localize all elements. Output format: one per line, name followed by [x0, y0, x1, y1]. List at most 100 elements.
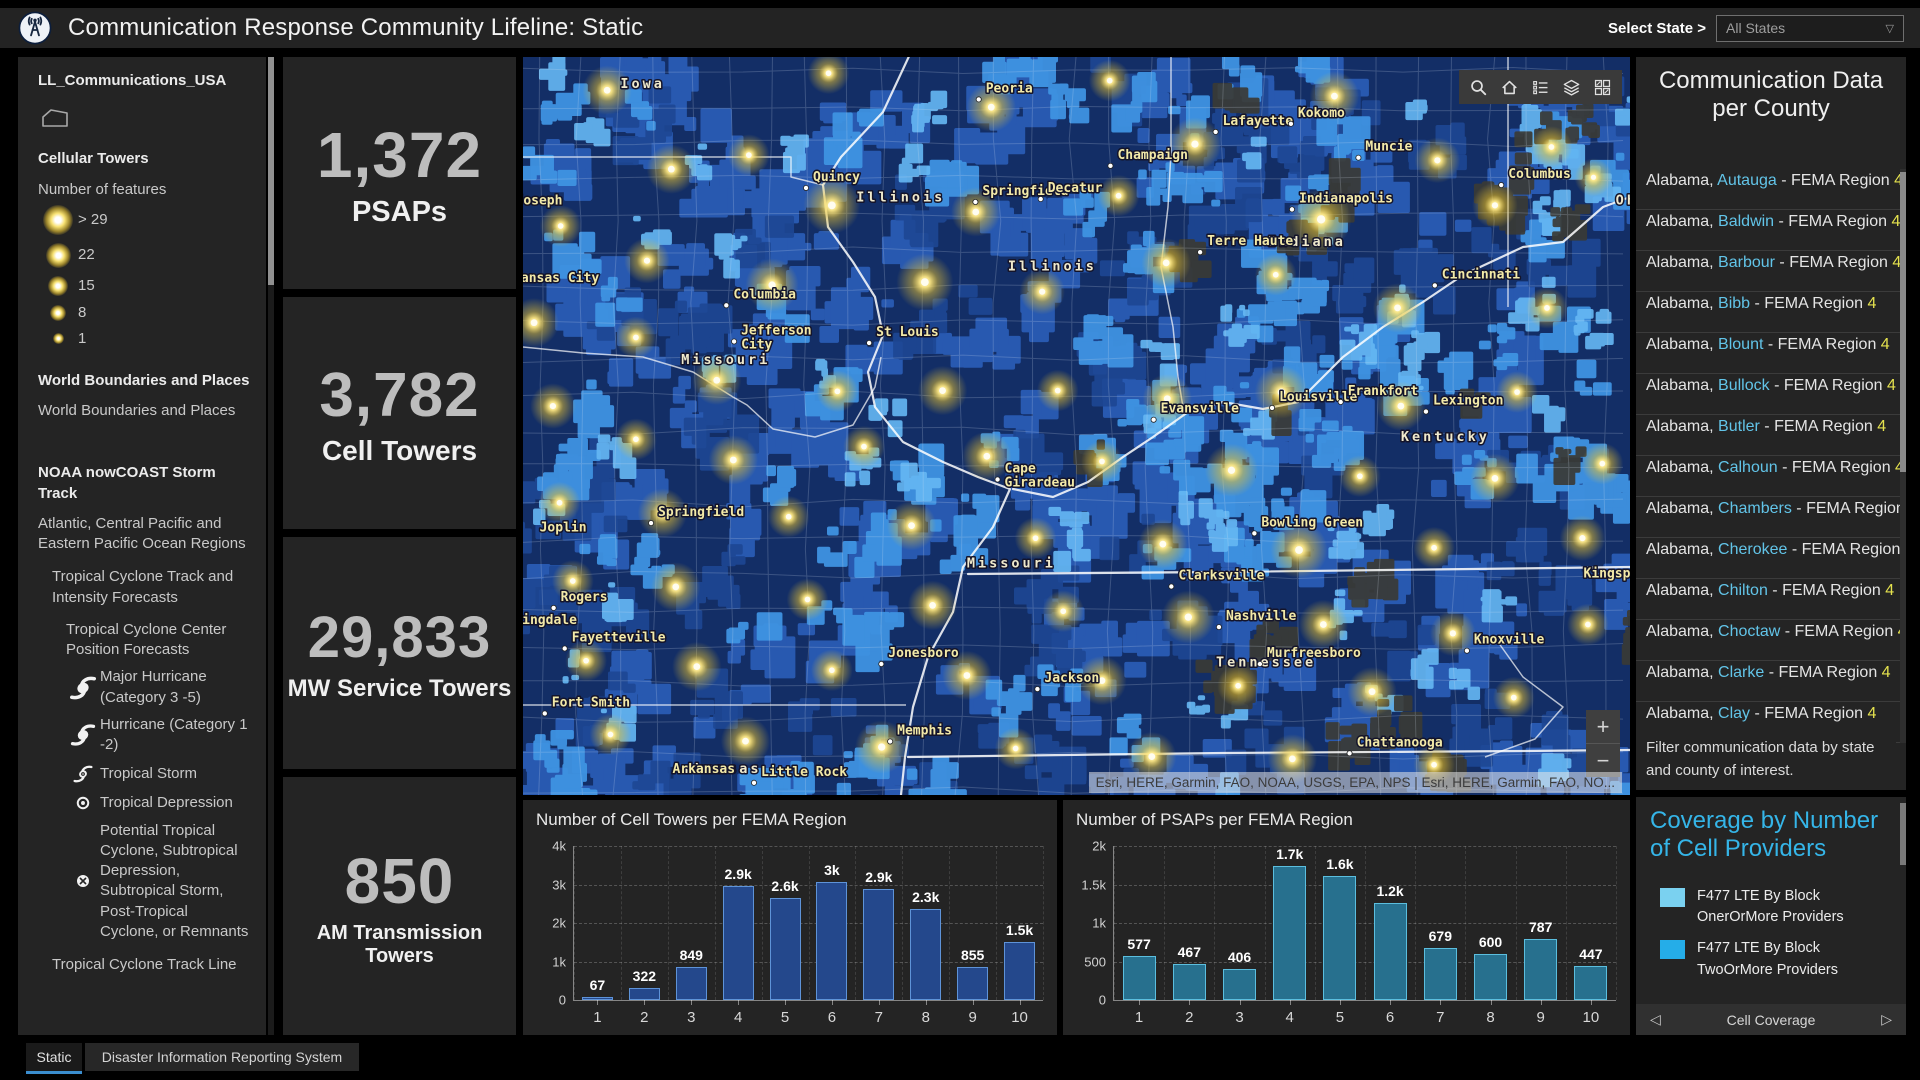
state-dropdown-value: All States	[1726, 20, 1786, 36]
legend-icon[interactable]	[1525, 72, 1556, 102]
city-dot-icon	[975, 96, 982, 103]
city-label: Memphis	[897, 723, 952, 738]
county-panel-title: Communication Data per County	[1658, 67, 1884, 123]
county-row[interactable]: Alabama, Butler - FEMA Region 4	[1636, 415, 1906, 456]
stat-label: MW Service Towers	[287, 674, 512, 702]
city-label: Columbia	[733, 287, 796, 302]
city-label: Bowling Green	[1261, 515, 1363, 530]
x-axis-tick	[785, 1000, 787, 1005]
x-axis-tick	[925, 1000, 927, 1005]
county-row[interactable]: Alabama, Calhoun - FEMA Region 4	[1636, 456, 1906, 497]
state-dropdown[interactable]: All States ▽	[1716, 14, 1904, 42]
y-axis-tick-label: 0	[558, 992, 566, 1008]
county-row[interactable]: Alabama, Autauga - FEMA Region 4	[1636, 169, 1906, 210]
x-axis-tick	[1239, 1000, 1241, 1005]
map-canvas[interactable]: Iowa Illinois Illinois Indiana Missouri Misso…	[523, 57, 1630, 795]
zoom-in-button[interactable]: +	[1586, 710, 1620, 744]
city-label: Murfreesboro	[1267, 646, 1361, 661]
chart-plot-area: 0 500 1k 1.5k 2k 577 1 467 2 406 3 1.7k 4 1.6k 5 1.2k 6 6…	[1081, 839, 1617, 1026]
county-row[interactable]: Alabama, Bibb - FEMA Region 4	[1636, 292, 1906, 333]
x-axis-tick	[878, 1000, 880, 1005]
city-dot-icon	[561, 645, 568, 652]
bar	[1122, 955, 1156, 1000]
county-row[interactable]: Alabama, Barbour - FEMA Region 4	[1636, 251, 1906, 292]
stat-card-psaps: 1,372 PSAPs	[283, 57, 516, 289]
coverage-panel: Coverage by Number of Cell Providers F47…	[1636, 797, 1906, 1035]
y-axis-tick-label: 0	[1098, 992, 1106, 1008]
county-list: Alabama, Autauga - FEMA Region 4 Alabama,…	[1636, 169, 1906, 743]
county-row[interactable]: Alabama, Clarke - FEMA Region 4	[1636, 661, 1906, 702]
tower-dot-icon	[48, 275, 68, 296]
bar-value-label: 2.9k	[724, 866, 752, 883]
bar	[910, 909, 942, 1000]
coverage-panel-title: Coverage by Number of Cell Providers	[1650, 807, 1879, 863]
dot-size-label: 1	[78, 329, 87, 347]
bar	[769, 898, 801, 1000]
county-row[interactable]: Alabama, Chambers - FEMA Region 4	[1636, 497, 1906, 538]
stat-card-mw-service-towers: 29,833 MW Service Towers	[283, 537, 516, 769]
tab-dirs[interactable]: Disaster Information Reporting System (D…	[85, 1043, 359, 1080]
next-arrow-icon[interactable]: ▷	[1881, 1011, 1892, 1027]
city-dot-icon	[1355, 154, 1362, 161]
x-axis-tick-label: 10	[1582, 1009, 1600, 1026]
previous-arrow-icon[interactable]: ◁	[1650, 1011, 1661, 1027]
gridline	[574, 961, 1043, 963]
county-row[interactable]: Alabama, Bullock - FEMA Region 4	[1636, 374, 1906, 415]
layers-icon[interactable]	[1556, 72, 1587, 102]
y-axis-tick-label: 2k	[1092, 838, 1106, 854]
city-label: Decatur	[1048, 181, 1103, 196]
coverage-scrollbar-thumb[interactable]	[1900, 803, 1906, 865]
chart-plot-area: 0 1k 2k 3k 4k 67 1 322 2 849 3 2.9k 4 2.6k 5 3k 6 2.9k 7 2.…	[552, 839, 1044, 1026]
bar-value-label: 3k	[824, 862, 840, 879]
county-row[interactable]: Alabama, Chilton - FEMA Region 4	[1636, 579, 1906, 620]
dot-size-legend-row: 8	[38, 301, 250, 325]
stat-label: PSAPs	[351, 195, 448, 228]
city-label: Muncie	[1365, 140, 1412, 155]
city-label: Cincinnati	[1442, 267, 1520, 282]
legend-item: Tropical Cyclone Track Line	[52, 956, 237, 973]
city-dot-icon	[1212, 128, 1219, 135]
x-axis-tick	[831, 1000, 833, 1005]
legend-group-title: NOAA nowCOAST Storm Track	[38, 464, 216, 502]
home-icon[interactable]	[1494, 72, 1525, 102]
y-axis-tick-label: 1k	[552, 954, 566, 969]
city-label: Terre Haute	[1207, 234, 1293, 249]
city-label: Springfield	[982, 184, 1068, 199]
county-row[interactable]: Alabama, Baldwin - FEMA Region 4	[1636, 210, 1906, 251]
bar-value-label: 600	[1478, 933, 1503, 950]
city-dot-icon	[1197, 249, 1204, 256]
legend-group-title: LL_Communications_USA	[38, 72, 227, 89]
tab-static[interactable]: Static	[26, 1043, 82, 1071]
gridline	[996, 846, 998, 1000]
gridline	[1164, 846, 1166, 1000]
city-dot-icon	[1256, 660, 1263, 667]
county-row[interactable]: Alabama, Cherokee - FEMA Region 4	[1636, 538, 1906, 579]
city-dot-icon	[1168, 583, 1175, 590]
gridline	[667, 846, 669, 1000]
state-label: Illinois	[856, 190, 945, 206]
county-scrollbar-thumb[interactable]	[1900, 172, 1906, 472]
legend-scrollbar-thumb[interactable]	[268, 57, 274, 285]
storm-icon	[66, 762, 100, 786]
city-dot-icon	[1289, 206, 1296, 213]
county-row[interactable]: Alabama, Choctaw - FEMA Region 4	[1636, 620, 1906, 661]
gridline	[1515, 846, 1517, 1000]
x-axis-tick-label: 3	[1235, 1009, 1244, 1026]
city-label: Kingsport	[1584, 566, 1630, 581]
x-axis-tick-label: 8	[921, 1009, 930, 1026]
basemap-icon[interactable]	[1587, 72, 1618, 102]
bar	[863, 888, 895, 1000]
city-label: Champaign	[1117, 148, 1187, 163]
coverage-swatch-icon	[1660, 940, 1685, 960]
gridline	[949, 846, 951, 1000]
search-icon[interactable]	[1463, 72, 1494, 102]
zoom-out-button[interactable]: −	[1596, 748, 1610, 773]
x-axis-tick-label: 4	[733, 1009, 743, 1026]
county-row[interactable]: Alabama, Blount - FEMA Region 4	[1636, 333, 1906, 374]
legend-scrollbar-track[interactable]	[268, 285, 274, 1035]
coverage-pager-label: Cell Coverage	[1726, 1011, 1816, 1028]
dot-size-legend-row: 22	[38, 240, 250, 271]
storm-legend-row: Major Hurricane (Category 3 -5)	[38, 667, 250, 708]
map-panel[interactable]: Iowa Illinois Illinois Indiana Missouri Misso…	[523, 57, 1630, 795]
